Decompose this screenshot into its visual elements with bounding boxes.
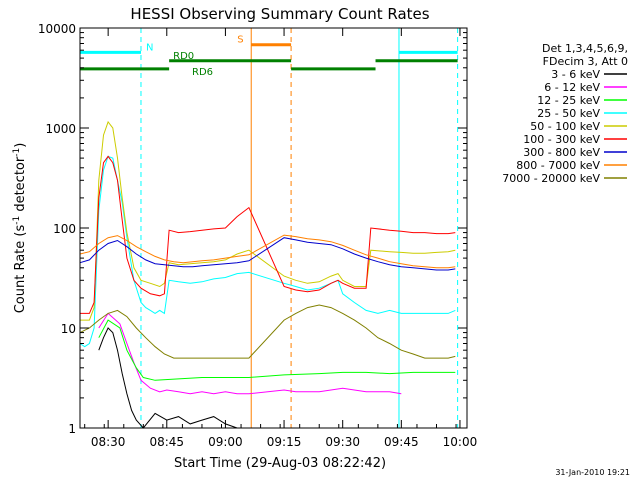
plot-area: N RD0 RD6 S <box>79 28 459 429</box>
flag-label: N <box>146 42 153 53</box>
legend-entry-label: 3 - 6 keV <box>551 68 600 81</box>
flag-label: RD0 <box>173 51 194 62</box>
y-axis-label-part: detector <box>13 156 28 216</box>
series-line <box>80 155 456 314</box>
y-tick-label: 10 <box>61 322 76 336</box>
series-line <box>98 319 456 381</box>
y-tick-label: 1 <box>68 422 76 436</box>
legend-entry-label: 50 - 100 keV <box>530 120 600 133</box>
series-line <box>79 304 456 359</box>
legend-entry-label: 800 - 7000 keV <box>516 159 600 172</box>
legend-entry-label: 12 - 25 keV <box>537 94 600 107</box>
series-line <box>98 312 402 395</box>
x-tick-label: 09:15 <box>267 435 302 449</box>
legend-header: Det 1,3,4,5,6,9, <box>542 42 628 55</box>
x-tick-label: 10:00 <box>443 435 478 449</box>
y-tick-label: 10000 <box>38 22 76 36</box>
series-line <box>80 120 456 321</box>
series-line <box>98 327 238 429</box>
y-tick-label: 100 <box>53 222 76 236</box>
y-tick-label: 1000 <box>45 122 76 136</box>
chart-title: HESSI Observing Summary Count Rates <box>130 5 429 23</box>
legend-entry-label: 100 - 300 keV <box>523 133 600 146</box>
plot-frame <box>79 27 468 429</box>
y-axis-label-sup: -1 <box>12 148 22 157</box>
legend-entry-label: 300 - 800 keV <box>523 146 600 159</box>
y-axis-label-sup: -1 <box>12 216 22 225</box>
x-tick-label: 08:30 <box>91 435 126 449</box>
series-line <box>79 155 456 348</box>
x-tick-label: 08:45 <box>149 435 184 449</box>
legend-header: FDecim 3, Att 0 <box>543 55 628 68</box>
flag-label: RD6 <box>192 67 213 78</box>
legend-entry-label: 25 - 50 keV <box>537 107 600 120</box>
x-tick-label: 09:00 <box>208 435 243 449</box>
legend: Det 1,3,4,5,6,9,FDecim 3, Att 03 - 6 keV… <box>502 42 628 185</box>
x-axis: 08:30 08:45 09:00 09:15 09:30 09:45 10:00 <box>84 28 478 449</box>
legend-entry-label: 7000 - 20000 keV <box>502 172 600 185</box>
legend-entry-label: 6 - 12 keV <box>544 81 600 94</box>
timestamp: 31-Jan-2010 19:21 <box>555 468 630 477</box>
y-axis-label-part: Count Rate (s <box>13 225 28 314</box>
x-tick-label: 09:30 <box>325 435 360 449</box>
y-axis-label: Count Rate (s-1 detector-1) <box>12 143 28 314</box>
y-axis: 1 10 100 1000 10000 <box>38 22 467 436</box>
x-tick-label: 09:45 <box>384 435 419 449</box>
x-axis-label: Start Time (29-Aug-03 08:22:42) <box>174 456 386 471</box>
series-line <box>79 237 456 271</box>
y-axis-label-part: ) <box>13 143 28 148</box>
series-line <box>79 234 456 269</box>
flag-label: S <box>237 35 243 46</box>
